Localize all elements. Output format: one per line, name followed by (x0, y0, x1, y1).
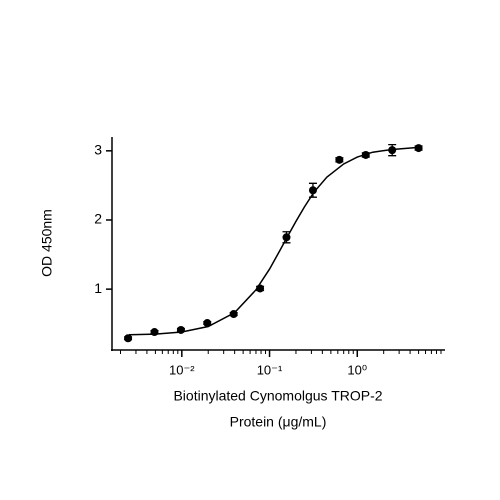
x-tick-label: 10⁰ (347, 362, 367, 377)
data-point (203, 319, 212, 328)
data-point (229, 310, 238, 319)
y-tick-label: 1 (94, 280, 102, 296)
y-tick-label: 2 (94, 211, 102, 227)
x-tick-label: 10⁻¹ (257, 362, 283, 377)
x-tick-label: 10⁻² (169, 362, 195, 377)
data-point (388, 146, 397, 155)
data-point (361, 150, 370, 159)
data-point (335, 155, 344, 164)
y-tick-label: 3 (94, 142, 102, 158)
data-point (308, 186, 317, 195)
data-point (414, 144, 423, 153)
data-point (124, 334, 133, 343)
data-point (150, 328, 159, 337)
data-point (256, 284, 265, 293)
x-axis-label: Biotinylated Cynomolgus TROP-2 (173, 388, 382, 404)
x-axis-label: Protein (μg/mL) (230, 414, 327, 430)
data-point (176, 325, 185, 334)
fit-curve (128, 146, 419, 336)
y-axis-label: OD 450nm (39, 209, 55, 277)
data-point (282, 233, 291, 242)
